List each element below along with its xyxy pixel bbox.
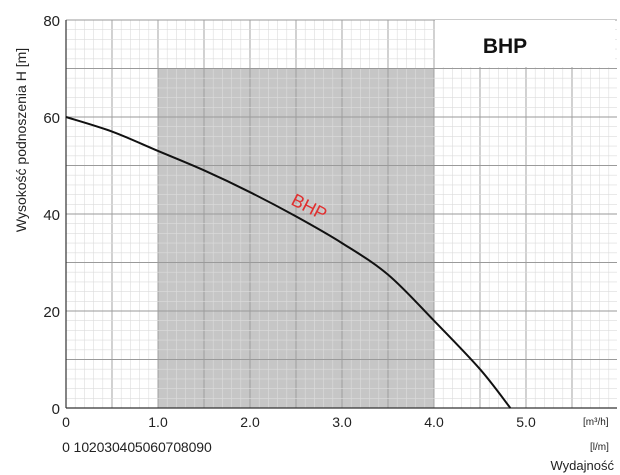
x-tick-label-lmin: 80 — [181, 439, 197, 455]
grid — [65, 19, 617, 409]
x-axis-title: Wydajność — [551, 458, 615, 473]
x-tick-label-lmin: 10 — [74, 439, 90, 455]
x-tick-label-m3h: 0 — [62, 414, 70, 430]
x-tick-label-lmin: 50 — [135, 439, 151, 455]
y-tick-label: 40 — [43, 207, 60, 224]
x-tick-label-m3h: 1.0 — [148, 414, 168, 430]
title-box — [435, 20, 615, 67]
x-tick-label-lmin: 90 — [196, 439, 212, 455]
x-tick-label-lmin: 60 — [150, 439, 166, 455]
y-tick-label: 0 — [52, 401, 60, 418]
x-tick-label-lmin: 30 — [104, 439, 120, 455]
x-unit-m3h: [m³/h] — [583, 417, 609, 428]
y-axis-title: Wysokość podnoszenia H [m] — [13, 48, 29, 232]
x-unit-lmin: [l/m] — [590, 442, 609, 453]
x-tick-label-m3h: 5.0 — [516, 414, 536, 430]
x-tick-label-m3h: 3.0 — [332, 414, 352, 430]
chart-title: BHP — [483, 35, 527, 58]
x-tick-label-lmin: 40 — [120, 439, 136, 455]
series — [65, 116, 512, 409]
series-line-bhp — [65, 116, 512, 409]
x-tick-label-m3h: 2.0 — [240, 414, 260, 430]
y-tick-label: 20 — [43, 304, 60, 321]
y-tick-label: 80 — [43, 13, 60, 30]
x-tick-label-lmin: 20 — [89, 439, 105, 455]
x-tick-label-m3h: 4.0 — [424, 414, 444, 430]
x-tick-label-lmin: 70 — [166, 439, 182, 455]
x-tick-label-lmin: 0 — [62, 439, 70, 455]
y-tick-label: 60 — [43, 110, 60, 127]
axes — [65, 20, 617, 409]
